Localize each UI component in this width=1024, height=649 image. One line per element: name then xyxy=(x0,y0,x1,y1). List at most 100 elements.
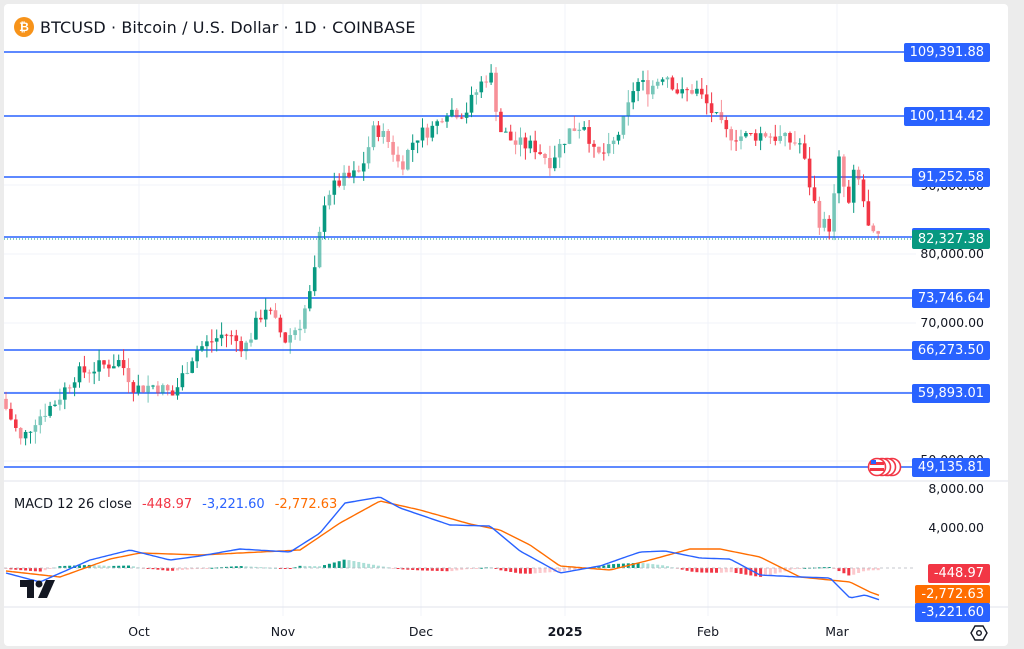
macd-histogram-bar xyxy=(656,564,660,568)
candle xyxy=(621,116,626,139)
candle xyxy=(58,388,62,411)
macd-histogram-bar xyxy=(308,566,312,568)
candle xyxy=(631,82,635,110)
candle xyxy=(332,172,337,205)
candle xyxy=(190,357,194,374)
candle xyxy=(479,76,484,99)
candle xyxy=(700,77,704,99)
candle xyxy=(141,385,145,394)
macd-histogram-bar xyxy=(122,565,126,568)
macd-histogram-bar xyxy=(274,567,277,569)
candle xyxy=(847,179,851,204)
time-axis-label: Mar xyxy=(825,624,849,639)
macd-histogram-bar xyxy=(171,568,175,571)
candle xyxy=(719,99,724,124)
macd-histogram-bar xyxy=(543,568,547,573)
tradingview-logo[interactable] xyxy=(20,580,56,602)
candle xyxy=(352,161,356,184)
candle xyxy=(406,148,410,171)
macd-histogram-bar xyxy=(435,568,439,571)
current-price-tag: 82,327.38 xyxy=(911,230,990,249)
macd-legend[interactable]: MACD 12 26 close -448.97 -3,221.60 -2,77… xyxy=(14,497,337,512)
candle xyxy=(224,333,229,348)
macd-histogram-bar xyxy=(391,568,395,569)
macd-histogram-bar xyxy=(102,565,106,568)
candle xyxy=(371,121,376,151)
candle xyxy=(293,327,297,340)
macd-histogram-bar xyxy=(239,566,243,568)
candle xyxy=(401,155,405,176)
time-axis-label: Oct xyxy=(128,624,150,639)
macd-histogram-bar xyxy=(313,566,317,568)
candle xyxy=(749,132,753,136)
candle xyxy=(121,349,126,376)
price-chart-canvas[interactable] xyxy=(4,4,1008,646)
macd-histogram-bar xyxy=(494,568,498,569)
candle xyxy=(303,304,307,334)
candle xyxy=(587,120,591,153)
candle xyxy=(28,431,33,444)
macd-histogram-bar xyxy=(528,568,532,574)
candle xyxy=(195,345,199,368)
macd-histogram-bar xyxy=(558,568,562,572)
candle xyxy=(391,135,395,162)
macd-histogram-bar xyxy=(817,567,821,569)
level-price-tag: 66,273.50 xyxy=(911,341,990,360)
candle xyxy=(283,332,288,344)
macd-histogram-bar xyxy=(406,568,410,570)
candle xyxy=(739,129,743,150)
candle xyxy=(572,115,577,132)
macd-histogram-bar xyxy=(504,568,508,572)
level-price-tag: 100,114.42 xyxy=(903,107,990,126)
candle xyxy=(97,349,101,381)
macd-histogram-bar xyxy=(97,565,101,568)
macd-histogram-bar xyxy=(303,565,307,568)
macd-histogram-bar xyxy=(871,568,875,571)
macd-histogram-bar xyxy=(112,565,116,568)
macd-value-tag: -448.97 xyxy=(927,564,990,583)
macd-histogram-bar xyxy=(445,568,449,572)
macd-histogram-bar xyxy=(636,562,640,568)
page-scrollbar[interactable] xyxy=(1008,0,1024,649)
macd-histogram-bar xyxy=(705,568,709,573)
macd-signal-value: -2,772.63 xyxy=(274,497,338,512)
candle xyxy=(210,329,214,353)
macd-histogram-bar xyxy=(837,568,841,572)
candle xyxy=(626,90,631,126)
candle xyxy=(675,83,680,95)
macd-histogram-bar xyxy=(298,565,302,568)
macd-histogram-bar xyxy=(597,566,601,568)
candle xyxy=(361,151,366,181)
candle xyxy=(410,134,415,162)
settings-icon[interactable] xyxy=(970,624,988,642)
macd-histogram-bar xyxy=(710,568,714,573)
macd-histogram-bar xyxy=(661,565,665,568)
macd-histogram-bar xyxy=(68,565,72,568)
candle xyxy=(14,414,18,432)
candle xyxy=(308,285,312,312)
macd-histogram-bar xyxy=(151,568,155,570)
macd-histogram-bar xyxy=(127,565,130,568)
macd-histogram-bar xyxy=(724,568,728,573)
candle xyxy=(200,340,204,352)
candle xyxy=(557,138,562,168)
candle xyxy=(616,131,621,145)
candle xyxy=(445,112,449,128)
candle xyxy=(513,131,518,155)
macd-histogram-bar xyxy=(675,568,679,569)
candle xyxy=(660,77,665,86)
candle xyxy=(259,309,263,323)
macd-histogram-bar xyxy=(425,568,429,571)
candle xyxy=(317,226,322,269)
candle xyxy=(219,322,224,347)
macd-histogram-bar xyxy=(450,568,454,572)
macd-histogram-bar xyxy=(146,568,150,569)
macd-histogram-bar xyxy=(612,564,616,568)
chart-title[interactable]: BTCUSD · Bitcoin / U.S. Dollar · 1D · CO… xyxy=(40,17,416,37)
macd-histogram-bar xyxy=(607,564,611,568)
macd-histogram-bar xyxy=(842,568,846,574)
macd-histogram-bar xyxy=(577,568,581,570)
candle xyxy=(112,354,116,369)
macd-histogram-bar xyxy=(857,568,861,573)
macd-histogram-bar xyxy=(822,567,826,569)
